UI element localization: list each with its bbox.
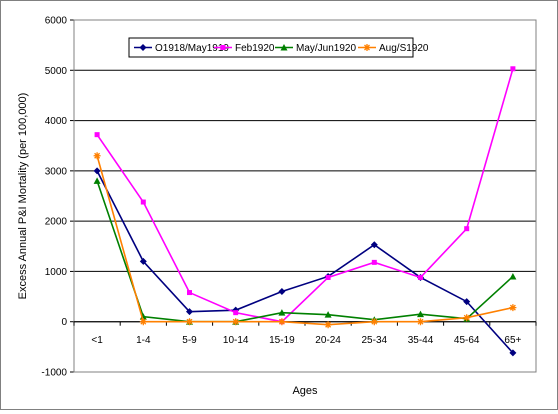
legend: O1918/May1919 Feb1920 May/Jun1920 Aug/S1920: [128, 37, 429, 58]
y-tick-label: 4000: [45, 116, 68, 127]
legend-label: Aug/S1920: [379, 43, 429, 54]
data-point: [186, 308, 193, 316]
data-point: [139, 257, 147, 265]
data-point: [370, 241, 378, 249]
data-point: [509, 272, 517, 280]
legend-label: May/Jun1920: [296, 43, 356, 54]
data-point: [417, 310, 424, 318]
series-line: [96, 155, 514, 326]
legend-box: [128, 37, 414, 58]
series-group: [93, 152, 517, 329]
data-point: [510, 66, 516, 72]
data-point: [418, 274, 423, 280]
x-tick-label: 10-14: [223, 335, 249, 346]
series-line: [96, 180, 514, 323]
data-point: [94, 132, 100, 138]
y-tick-label: 3000: [45, 166, 68, 177]
y-tick-label: 6000: [45, 16, 68, 27]
legend-label: O1918/May1919: [155, 43, 229, 54]
data-point: [280, 44, 288, 51]
data-point: [187, 290, 192, 296]
data-point: [139, 318, 147, 326]
data-point: [417, 318, 424, 326]
plot-area: [73, 19, 537, 373]
x-tick-label: 20-24: [315, 335, 341, 346]
data-point: [139, 44, 147, 51]
data-point: [463, 314, 471, 322]
series-line: [96, 68, 514, 323]
y-tick-label: -1000: [41, 368, 67, 379]
series-group: [93, 177, 517, 325]
data-point: [220, 45, 226, 50]
data-point: [509, 304, 517, 312]
x-tick-label: 25-34: [362, 335, 388, 346]
data-point: [464, 226, 470, 232]
data-point: [93, 152, 101, 160]
data-point: [186, 318, 193, 326]
x-tick-label: 45-64: [454, 335, 480, 346]
x-tick-label: 35-44: [408, 335, 434, 346]
x-tick-label: 15-19: [269, 335, 295, 346]
x-tick-label: 65+: [504, 335, 521, 346]
data-point: [463, 298, 471, 306]
legend-label: Feb1920: [235, 43, 275, 54]
series-lines: [93, 66, 517, 357]
x-tick-label: 1-4: [136, 335, 151, 346]
x-tick-label: 5-9: [182, 335, 197, 346]
data-point: [278, 318, 286, 326]
y-tick-label: 5000: [45, 66, 68, 77]
series-line: [96, 170, 514, 354]
y-axis-title: Excess Annual P&I Mortality (per 100,000…: [17, 93, 29, 300]
data-point: [232, 318, 240, 326]
y-tick-label: 1000: [45, 267, 68, 278]
data-point: [233, 310, 239, 316]
data-point: [324, 311, 332, 318]
data-point: [371, 259, 377, 265]
y-tick-label: 0: [61, 317, 67, 328]
data-point: [278, 309, 286, 316]
x-tick-label: <1: [91, 335, 103, 346]
data-point: [325, 274, 331, 280]
data-point: [93, 167, 101, 175]
data-point: [93, 177, 101, 184]
data-point: [278, 288, 286, 296]
series-group: [93, 167, 517, 357]
data-point: [363, 44, 371, 51]
data-point: [509, 349, 517, 357]
series-group: [94, 66, 516, 325]
data-point: [324, 321, 332, 329]
data-point: [370, 318, 378, 326]
data-point: [140, 199, 146, 205]
x-axis-title: Ages: [292, 385, 318, 397]
y-tick-label: 2000: [45, 217, 68, 228]
